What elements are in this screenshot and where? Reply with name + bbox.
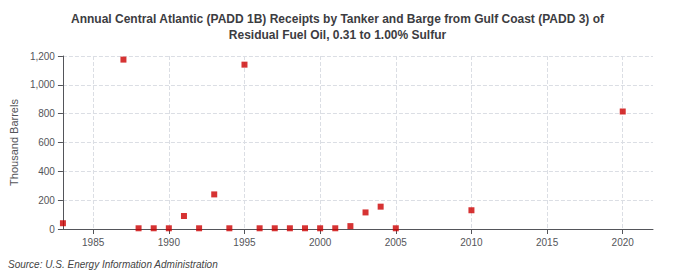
svg-text:2000: 2000 (309, 237, 332, 248)
svg-text:600: 600 (38, 137, 55, 148)
svg-text:Thousand Barrels: Thousand Barrels (8, 99, 20, 186)
svg-text:1990: 1990 (158, 237, 181, 248)
svg-text:400: 400 (38, 166, 55, 177)
svg-text:1995: 1995 (233, 237, 256, 248)
svg-text:200: 200 (38, 195, 55, 206)
svg-text:Annual Central Atlantic (PADD: Annual Central Atlantic (PADD 1B) Receip… (71, 12, 605, 26)
svg-text:2015: 2015 (536, 237, 559, 248)
svg-text:800: 800 (38, 108, 55, 119)
svg-text:Source: U.S. Energy Informatio: Source: U.S. Energy Information Administ… (8, 259, 218, 270)
svg-text:2010: 2010 (460, 237, 483, 248)
svg-text:Residual Fuel Oil, 0.31 to 1.0: Residual Fuel Oil, 0.31 to 1.00% Sulfur (229, 28, 447, 42)
svg-text:1,200: 1,200 (30, 51, 55, 62)
svg-text:0: 0 (49, 224, 55, 235)
svg-text:2005: 2005 (385, 237, 408, 248)
svg-text:2020: 2020 (612, 237, 635, 248)
svg-text:1985: 1985 (82, 237, 105, 248)
svg-text:1,000: 1,000 (30, 79, 55, 90)
